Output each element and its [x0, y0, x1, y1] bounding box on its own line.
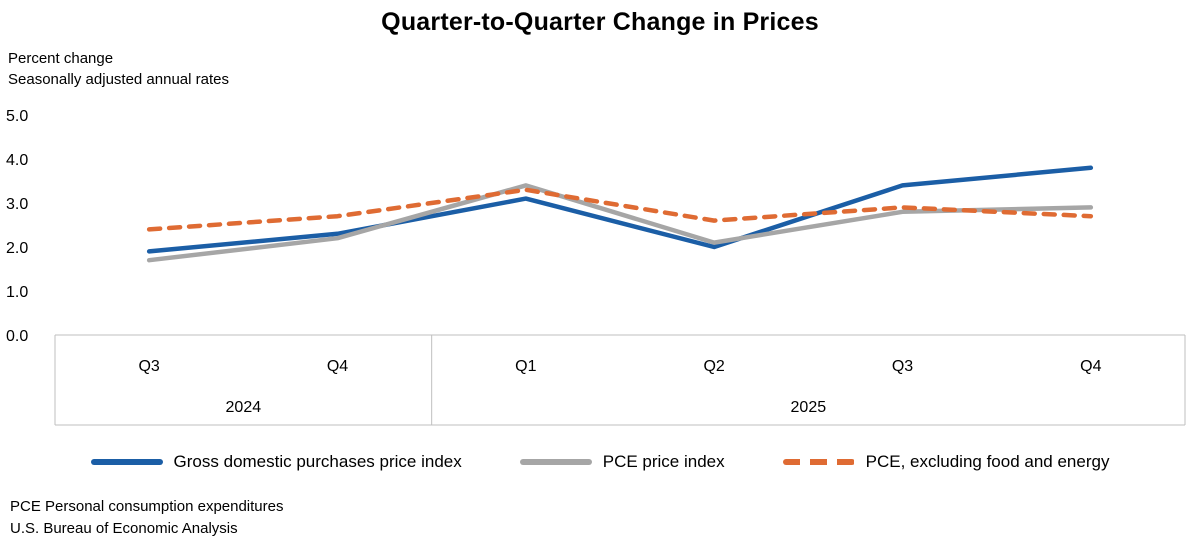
x-group-label: 2025	[791, 399, 827, 416]
x-category-label: Q1	[515, 358, 536, 375]
legend-item-pce-price-index: PCE price index	[519, 452, 725, 472]
y-tick-label: 1.0	[6, 284, 28, 301]
x-category-label: Q4	[327, 358, 348, 375]
x-category-label: Q3	[892, 358, 913, 375]
y-tick-label: 2.0	[6, 240, 28, 257]
axis-units-line-2: Seasonally adjusted annual rates	[8, 71, 229, 88]
legend-label: Gross domestic purchases price index	[173, 452, 462, 471]
y-tick-label: 5.0	[6, 108, 28, 125]
axis-units-line-1: Percent change	[8, 50, 114, 67]
x-category-label: Q3	[138, 358, 159, 375]
x-group-label: 2024	[226, 399, 262, 416]
legend-line-sample	[90, 459, 163, 465]
footnote-pce-definition: PCE Personal consumption expenditures	[10, 498, 284, 515]
series-line-0	[146, 165, 1094, 254]
y-tick-label: 4.0	[6, 152, 28, 169]
legend-item-pce-excluding-food-energy: PCE, excluding food and energy	[782, 452, 1110, 472]
legend-label: PCE, excluding food and energy	[865, 452, 1110, 471]
legend-label: PCE price index	[602, 452, 725, 471]
x-category-label: Q4	[1080, 358, 1101, 375]
y-tick-label: 0.0	[6, 328, 28, 345]
chart-footnotes: PCE Personal consumption expenditures U.…	[10, 496, 284, 540]
axis-units-label: Percent change Seasonally adjusted annua…	[8, 48, 229, 90]
price-line-chart: 0.0 1.0 2.0 3.0 4.0 5.0 Q3 Q4 Q1 Q2 Q3 Q4 2024 2025	[6, 108, 1186, 426]
y-tick-label: 3.0	[6, 196, 28, 213]
footnote-source-bea: U.S. Bureau of Economic Analysis	[10, 520, 238, 537]
x-category-label: Q2	[703, 358, 724, 375]
chart-legend: Gross domestic purchases price index PCE…	[0, 452, 1200, 472]
legend-line-sample	[782, 459, 855, 465]
legend-line-sample	[519, 459, 592, 465]
chart-title: Quarter-to-Quarter Change in Prices	[381, 8, 819, 36]
series-line-2	[146, 187, 1094, 232]
legend-item-gross-domestic-purchases: Gross domestic purchases price index	[90, 452, 462, 472]
